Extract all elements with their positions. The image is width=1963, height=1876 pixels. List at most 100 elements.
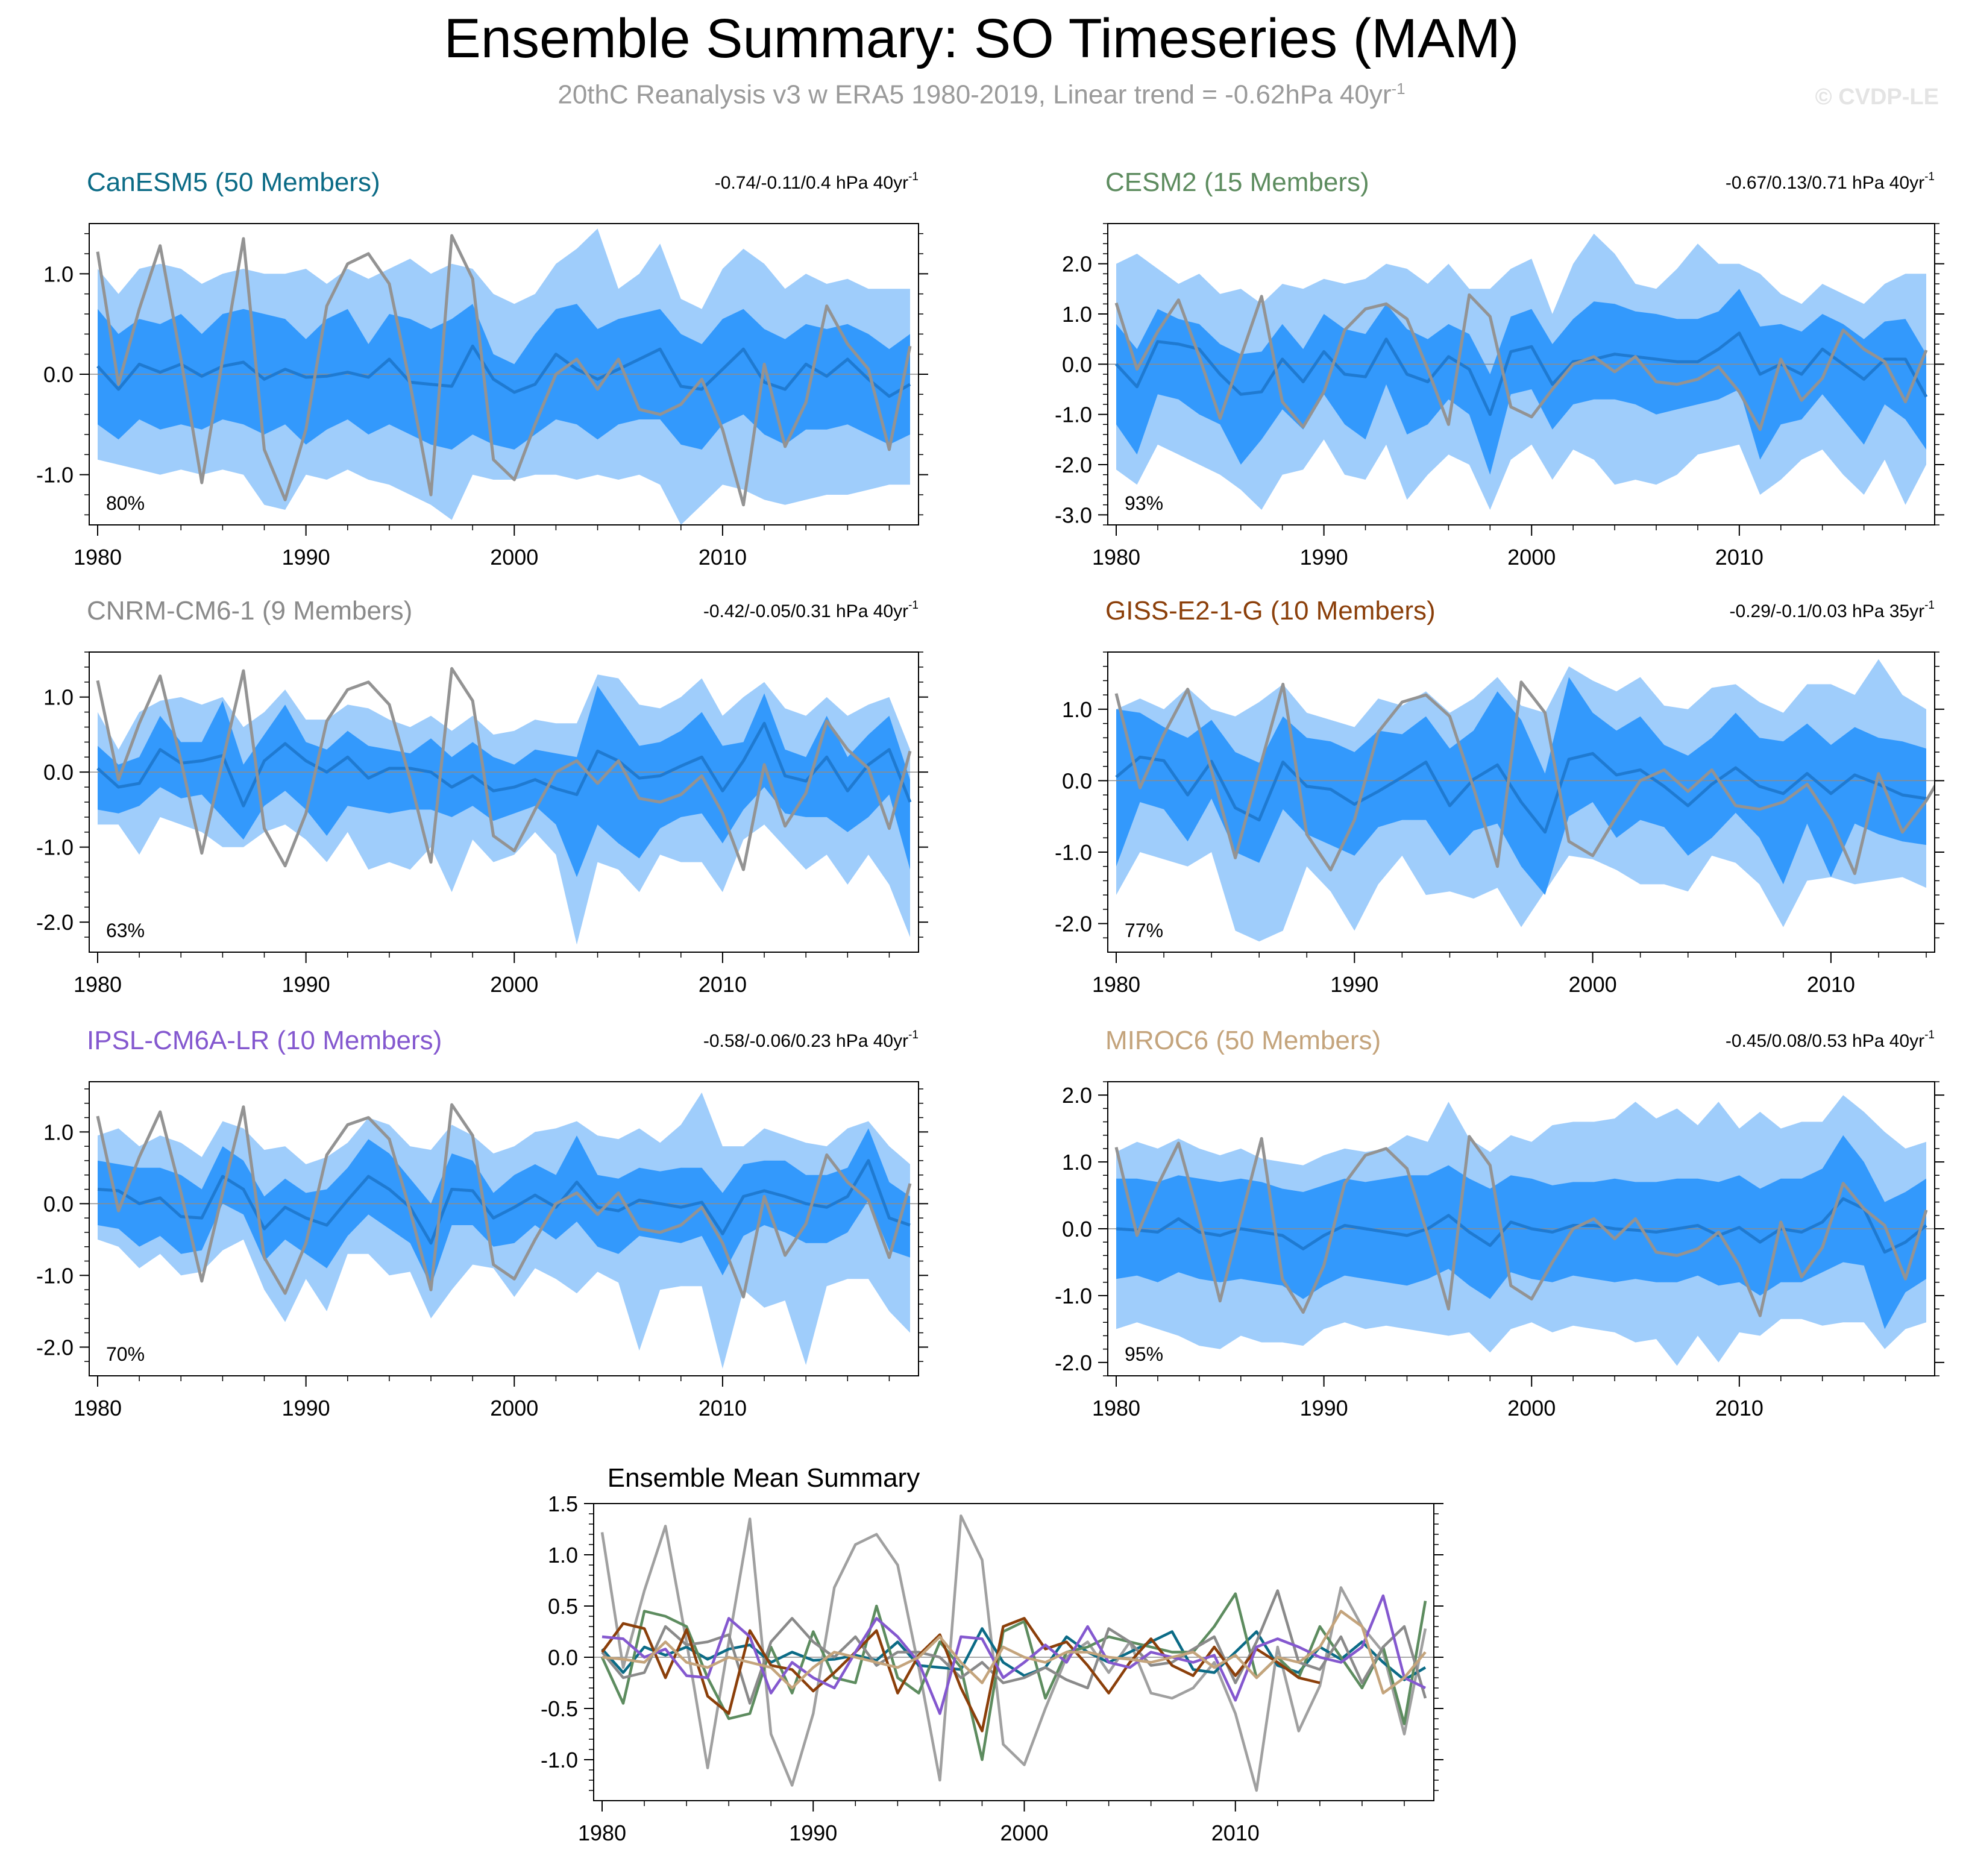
x-tick-label: 1990 <box>1330 972 1378 997</box>
x-tick-label: 1990 <box>1300 1396 1348 1420</box>
trend-superscript: -1 <box>1924 1029 1935 1041</box>
series-line-miroc6 <box>601 1610 1427 1695</box>
plot-area <box>594 1514 1434 1792</box>
series-line-giss-e2-1-g <box>601 1617 1321 1733</box>
plot-frame <box>1107 651 1935 953</box>
x-tick-label: 1980 <box>74 1396 122 1420</box>
x-tick-label: 1990 <box>282 1396 330 1420</box>
y-tick-label: 1.5 <box>548 1492 578 1516</box>
y-tick-label: 1.0 <box>1062 697 1092 722</box>
trend-label: -0.45/0.08/0.53 hPa 40yr-1 <box>1726 1029 1935 1051</box>
observed-line <box>96 1103 912 1299</box>
y-tick-label: -0.5 <box>541 1696 578 1721</box>
inner-range-band <box>98 304 910 450</box>
series-line-cnrm-cm6-1 <box>601 1589 1427 1705</box>
y-tick-label: -1.0 <box>1055 840 1092 865</box>
trend-label: -0.42/-0.05/0.31 hPa 40yr-1 <box>703 599 919 621</box>
inner-range-band <box>98 1128 910 1287</box>
x-tick-label: 2010 <box>1807 972 1855 997</box>
x-tick-label: 2000 <box>1507 545 1556 569</box>
trend-label: -0.74/-0.11/0.4 hPa 40yr-1 <box>715 171 919 193</box>
x-tick-label: 1990 <box>282 972 330 997</box>
ensemble-mean-line <box>1115 331 1928 416</box>
chart-panel-5: -2.0 -1.0 0.0 1.0 2.0 1980 1990 2000 2010 MIROC6 … <box>1055 1026 1944 1420</box>
series-line-observations <box>600 1514 1427 1792</box>
subtitle-text: 20thC Reanalysis v3 w ERA5 1980-2019, Li… <box>557 80 1392 110</box>
y-tick-label: 0.0 <box>1062 1217 1092 1241</box>
plot-frame <box>593 1503 1434 1801</box>
y-tick-label: 1.0 <box>548 1543 578 1567</box>
y-tick-label: 0.0 <box>1062 352 1092 377</box>
x-tick-label: 2010 <box>1211 1821 1260 1845</box>
y-tick-label: -2.0 <box>1055 453 1092 477</box>
plot-area <box>1108 233 1935 510</box>
x-tick-label: 1980 <box>74 545 122 569</box>
y-tick-label: -1.0 <box>1055 403 1092 427</box>
ensemble-mean-line <box>1116 1197 1927 1254</box>
cvdp-watermark: © CVDP-LE <box>1815 84 1939 110</box>
y-tick-label: -1.0 <box>36 1263 74 1288</box>
ensemble-mean-line <box>1115 751 1927 834</box>
x-tick-label: 2000 <box>1507 1396 1556 1420</box>
trend-superscript: -1 <box>908 599 919 612</box>
x-tick-label: 2010 <box>699 972 747 997</box>
percent-label: 77% <box>1125 920 1163 941</box>
y-tick-label: 0.5 <box>548 1594 578 1619</box>
observed-line <box>1114 1135 1928 1317</box>
observed-line <box>96 667 912 871</box>
trend-superscript: -1 <box>1924 171 1935 183</box>
chart-panel-2: -2.0 -1.0 0.0 1.0 1980 1990 2000 2010 CNRM-CM6-1… <box>36 596 928 997</box>
x-tick-label: 1980 <box>1092 972 1140 997</box>
series-line-cesm2 <box>600 1592 1427 1761</box>
x-tick-label: 2000 <box>490 1396 538 1420</box>
x-tick-label: 2010 <box>1715 545 1764 569</box>
subtitle-superscript: -1 <box>1391 80 1406 98</box>
x-tick-label: 1990 <box>282 545 330 569</box>
plot-frame <box>89 1081 919 1376</box>
figure-title: Ensemble Summary: SO Timeseries (MAM) <box>444 8 1519 69</box>
ensemble-mean-line <box>96 721 912 808</box>
ensemble-mean-line <box>96 344 911 398</box>
inner-range-band <box>98 686 910 877</box>
y-tick-label: -1.0 <box>1055 1284 1092 1308</box>
y-tick-label: 1.0 <box>43 1120 74 1144</box>
observed-line <box>1114 293 1928 431</box>
chart-panel-6: -1.0 -0.5 0.0 0.5 1.0 1.5 1980 1990 2000 2010 Ense… <box>541 1463 1443 1845</box>
chart-panel-4: -2.0 -1.0 0.0 1.0 1980 1990 2000 2010 IPSL-CM6A-… <box>36 1026 928 1420</box>
figure-subtitle: 20thC Reanalysis v3 w ERA5 1980-2019, Li… <box>0 80 1963 110</box>
chart-panel-3: -2.0 -1.0 0.0 1.0 1980 1990 2000 2010 GISS-E2-1-… <box>1055 596 1944 997</box>
x-tick-label: 2010 <box>699 545 747 569</box>
chart-panel-0: -1.0 0.0 1.0 1980 1990 2000 2010 CanESM5 (50 Me… <box>36 168 928 569</box>
x-tick-label: 1990 <box>1300 545 1348 569</box>
plot-area <box>1108 659 1935 942</box>
trend-label: -0.58/-0.06/0.23 hPa 40yr-1 <box>703 1029 919 1051</box>
trend-label: -0.29/-0.1/0.03 hPa 35yr-1 <box>1730 599 1935 621</box>
plot-area <box>89 667 919 945</box>
inner-range-band <box>1116 289 1926 475</box>
trend-superscript: -1 <box>908 1029 919 1041</box>
x-tick-label: 2000 <box>1569 972 1617 997</box>
ensemble-mean-line <box>97 1159 911 1245</box>
y-tick-label: -1.0 <box>541 1748 578 1772</box>
panel-title: Ensemble Mean Summary <box>608 1463 920 1493</box>
x-tick-label: 2000 <box>490 545 538 569</box>
y-tick-label: 1.0 <box>43 685 74 710</box>
percent-label: 63% <box>106 920 145 941</box>
panel-title: MIROC6 (50 Members) <box>1105 1026 1381 1055</box>
x-tick-label: 1990 <box>789 1821 837 1845</box>
y-tick-label: -1.0 <box>36 835 74 860</box>
trend-superscript: -1 <box>908 171 919 183</box>
panel-title: CESM2 (15 Members) <box>1105 168 1369 197</box>
y-tick-label: -2.0 <box>36 910 74 935</box>
y-tick-label: -1.0 <box>36 463 74 488</box>
chart-panel-1: -3.0 -2.0 -1.0 0.0 1.0 2.0 1980 1990 2000 2010 CES… <box>1055 168 1944 569</box>
trend-superscript: -1 <box>1924 599 1935 612</box>
series-line-ipsl-cm6a-lr <box>601 1594 1426 1715</box>
percent-label: 70% <box>106 1343 145 1365</box>
y-tick-label: 0.0 <box>43 362 74 387</box>
observed-line <box>96 234 912 507</box>
y-tick-label: -3.0 <box>1055 503 1092 527</box>
trend-label: -0.67/0.13/0.71 hPa 40yr-1 <box>1726 171 1935 193</box>
panel-title: CanESM5 (50 Members) <box>87 168 380 197</box>
